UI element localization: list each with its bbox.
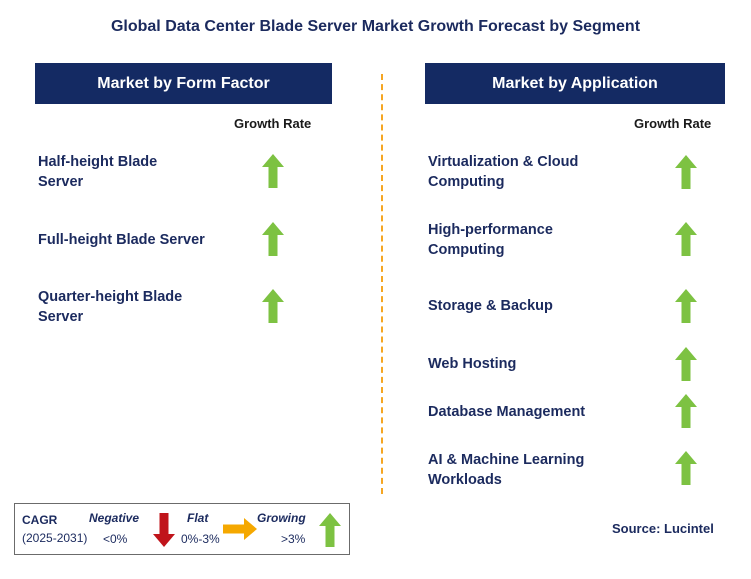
application-item-database: Database Management <box>428 401 628 423</box>
item-label-cont: Computing <box>428 242 505 258</box>
application-growth-rate-header: Growth Rate <box>634 116 712 131</box>
growing-arrow-icon <box>675 155 697 189</box>
application-item-virtualization: Virtualization & Cloud Computing <box>428 151 628 193</box>
negative-arrow-icon <box>153 513 175 547</box>
item-label: High-performance <box>428 222 553 238</box>
growing-arrow-icon <box>675 289 697 323</box>
form-factor-growth-rate-header: Growth Rate <box>234 116 312 131</box>
item-label-cont: Computing <box>428 174 505 190</box>
growing-arrow-icon <box>675 347 697 381</box>
legend-cagr-label: CAGR <box>22 513 58 527</box>
item-label: Quarter-height Blade <box>38 289 183 305</box>
form-factor-item-full-height: Full-height Blade Server <box>38 229 238 251</box>
legend-negative-label: Negative <box>89 511 140 525</box>
application-item-storage: Storage & Backup <box>428 295 628 317</box>
item-label-cont: Server <box>38 174 84 190</box>
item-label-cont: Workloads <box>428 472 502 488</box>
form-factor-header: Market by Form Factor <box>35 63 332 104</box>
growing-arrow-icon <box>262 222 284 256</box>
item-label: Web Hosting <box>428 356 517 372</box>
legend-growing-range: >3% <box>281 532 306 546</box>
application-item-web-hosting: Web Hosting <box>428 353 628 375</box>
source-label: Source: Lucintel <box>612 521 714 536</box>
legend-growing-label: Growing <box>257 511 306 525</box>
application-item-hpc: High-performance Computing <box>428 219 628 261</box>
item-label: Database Management <box>428 404 586 420</box>
application-header: Market by Application <box>425 63 725 104</box>
item-label: Full-height Blade Server <box>38 232 205 248</box>
legend-flat-label: Flat <box>187 511 209 525</box>
form-factor-item-quarter-height: Quarter-height Blade Server <box>38 286 218 328</box>
growing-arrow-icon <box>262 289 284 323</box>
growing-arrow-icon <box>675 451 697 485</box>
legend-negative-range: <0% <box>103 532 128 546</box>
item-label: Half-height Blade <box>38 154 158 170</box>
legend-box: CAGR (2025-2031) Negative <0% Flat 0%-3%… <box>14 503 350 555</box>
legend-flat-range: 0%-3% <box>181 532 220 546</box>
item-label: Virtualization & Cloud <box>428 154 579 170</box>
item-label-cont: Server <box>38 309 84 325</box>
item-label: AI & Machine Learning <box>428 452 585 468</box>
form-factor-item-half-height: Half-height Blade Server <box>38 151 218 193</box>
growing-arrow-icon <box>675 222 697 256</box>
growing-arrow-icon <box>319 513 341 547</box>
flat-arrow-icon <box>223 518 257 540</box>
item-label: Storage & Backup <box>428 298 553 314</box>
legend-period: (2025-2031) <box>22 531 88 545</box>
application-item-ai-ml: AI & Machine Learning Workloads <box>428 449 628 491</box>
growing-arrow-icon <box>262 154 284 188</box>
chart-title: Global Data Center Blade Server Market G… <box>110 18 641 35</box>
growing-arrow-icon <box>675 394 697 428</box>
panel-divider <box>381 74 383 494</box>
